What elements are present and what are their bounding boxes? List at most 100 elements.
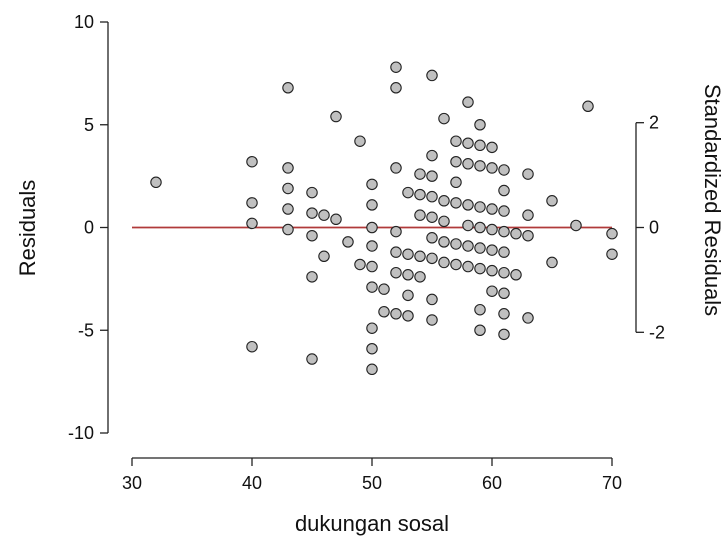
data-point [486,141,498,154]
data-point [462,219,474,232]
data-point [330,213,342,226]
data-point [246,217,258,230]
data-point [498,164,510,176]
data-point [426,314,438,326]
data-point [474,201,486,213]
data-point [510,269,522,281]
data-point [390,82,402,94]
data-point [450,135,462,147]
data-points-group [150,61,618,376]
data-point [414,209,426,221]
data-point [306,353,318,365]
data-point [282,203,294,215]
data-point [474,262,486,275]
data-point [306,271,318,283]
data-point [390,162,402,174]
data-point [366,281,378,293]
data-point [390,308,402,320]
data-point [462,158,474,170]
data-point [366,221,378,234]
data-point [474,303,486,316]
y2-tick-label: 0 [649,218,659,238]
y-tick-label: 5 [84,115,94,135]
data-point [450,197,462,209]
data-point [486,162,498,174]
data-point [402,186,414,199]
x-tick-label: 60 [482,473,502,493]
data-point [462,199,474,211]
data-point [366,322,378,334]
data-point [486,223,498,236]
y2-axis-label: Standardized Residuals [700,84,725,316]
data-point [366,178,378,191]
x-tick-label: 50 [362,473,382,493]
data-point [510,227,522,240]
data-point [342,236,354,248]
data-point [462,240,474,252]
data-point [414,168,426,180]
data-point [498,246,510,258]
data-point [438,195,450,207]
data-point [522,168,534,180]
data-point [438,112,450,125]
data-point [570,219,582,232]
y-tick-label: 10 [74,12,94,32]
data-point [498,184,510,197]
data-point [426,69,438,82]
data-point [354,135,366,147]
y-tick-label: 0 [84,218,94,238]
x-tick-label: 40 [242,473,262,493]
data-point [426,293,438,306]
data-point [450,176,462,189]
data-point [318,250,330,263]
data-point [450,238,462,250]
data-point [414,188,426,201]
data-point [450,155,462,168]
data-point [366,240,378,252]
data-point [438,236,450,248]
y-tick-label: -5 [78,320,94,340]
data-point [426,190,438,203]
data-point [522,209,534,221]
data-point [474,160,486,172]
data-point [426,170,438,182]
data-point [498,225,510,238]
data-point [306,207,318,219]
y2-tick-label: 2 [649,113,659,133]
data-point [366,260,378,273]
data-point [414,250,426,263]
data-point [498,205,510,217]
data-point [582,100,594,113]
data-point [330,110,342,123]
data-point [450,258,462,271]
data-point [378,283,390,295]
data-point [426,211,438,223]
data-point [462,96,474,108]
y-axis-label: Residuals [15,180,40,277]
y-tick-label: -10 [68,423,94,443]
data-point [474,324,486,336]
data-point [546,256,558,269]
data-point [474,119,486,131]
data-point [486,203,498,215]
data-point [306,229,318,242]
data-point [498,266,510,279]
data-point [474,139,486,152]
data-point [498,328,510,341]
data-point [438,215,450,228]
data-point [486,244,498,256]
data-point [366,342,378,355]
data-point [318,209,330,221]
data-point [282,162,294,174]
data-point [462,260,474,273]
data-point [282,82,294,94]
data-point [282,182,294,195]
data-point [498,308,510,320]
data-point [390,61,402,73]
y2-tick-label: -2 [649,322,665,342]
data-point [486,285,498,297]
data-point [426,149,438,162]
data-point [246,155,258,168]
axes-group: -10 -5 0 5 10 30 40 50 60 70 -2 0 2 [68,12,665,493]
